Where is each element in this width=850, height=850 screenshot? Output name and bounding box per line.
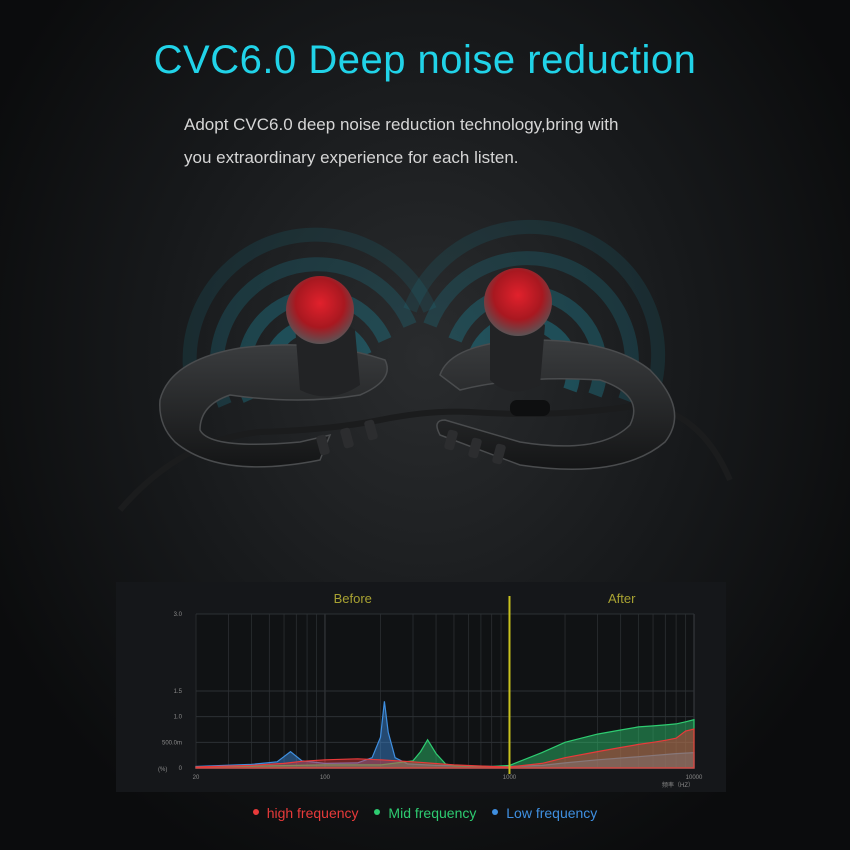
earphones-illustration — [117, 219, 733, 512]
legend-dot-high — [252, 809, 259, 816]
y-tick-label: 500.0m — [162, 740, 182, 746]
description: Adopt CVC6.0 deep noise reduction techno… — [184, 108, 704, 174]
description-line-2: you extraordinary experience for each li… — [184, 148, 519, 167]
x-tick-label: 10000 — [686, 775, 703, 781]
y-unit-label: (%) — [158, 767, 167, 773]
legend-label-low: Low frequency — [506, 805, 598, 821]
series-area-low — [195, 701, 695, 769]
legend-label-mid: Mid frequency — [388, 805, 477, 821]
x-tick-labels: 20 100 1000 10000 — [193, 775, 703, 781]
frequency-response-chart: Before After 0 500.0m 1.0 1.5 3.0 20 100 1000 1… — [116, 582, 726, 792]
panel-label-after: After — [608, 591, 636, 606]
x-tick-label: 20 — [193, 775, 200, 781]
x-tick-label: 100 — [320, 775, 331, 781]
x-unit-label: 频率（HZ） — [662, 781, 694, 789]
y-tick-label: 1.5 — [174, 689, 183, 695]
legend-dot-mid — [374, 809, 381, 816]
y-tick-label: 3.0 — [174, 612, 183, 618]
legend-item-low: Low frequency — [492, 805, 597, 821]
y-tick-label: 1.0 — [174, 715, 183, 721]
right-earbud — [436, 268, 676, 470]
legend-label-high: high frequency — [266, 805, 359, 821]
y-tick-label: 0 — [179, 766, 183, 772]
description-line-1: Adopt CVC6.0 deep noise reduction techno… — [184, 115, 619, 134]
x-tick-label: 1000 — [503, 775, 517, 781]
left-earbud — [159, 276, 388, 468]
series-area-high — [195, 728, 695, 769]
panel-label-before: Before — [334, 591, 372, 606]
y-tick-labels: 0 500.0m 1.0 1.5 3.0 — [162, 612, 183, 772]
legend-item-high: high frequency — [252, 805, 359, 821]
chart-legend: high frequency Mid frequency Low frequen… — [0, 805, 850, 821]
page-title: CVC6.0 Deep noise reduction — [153, 38, 697, 82]
legend-item-mid: Mid frequency — [374, 805, 476, 821]
legend-dot-low — [492, 809, 499, 816]
